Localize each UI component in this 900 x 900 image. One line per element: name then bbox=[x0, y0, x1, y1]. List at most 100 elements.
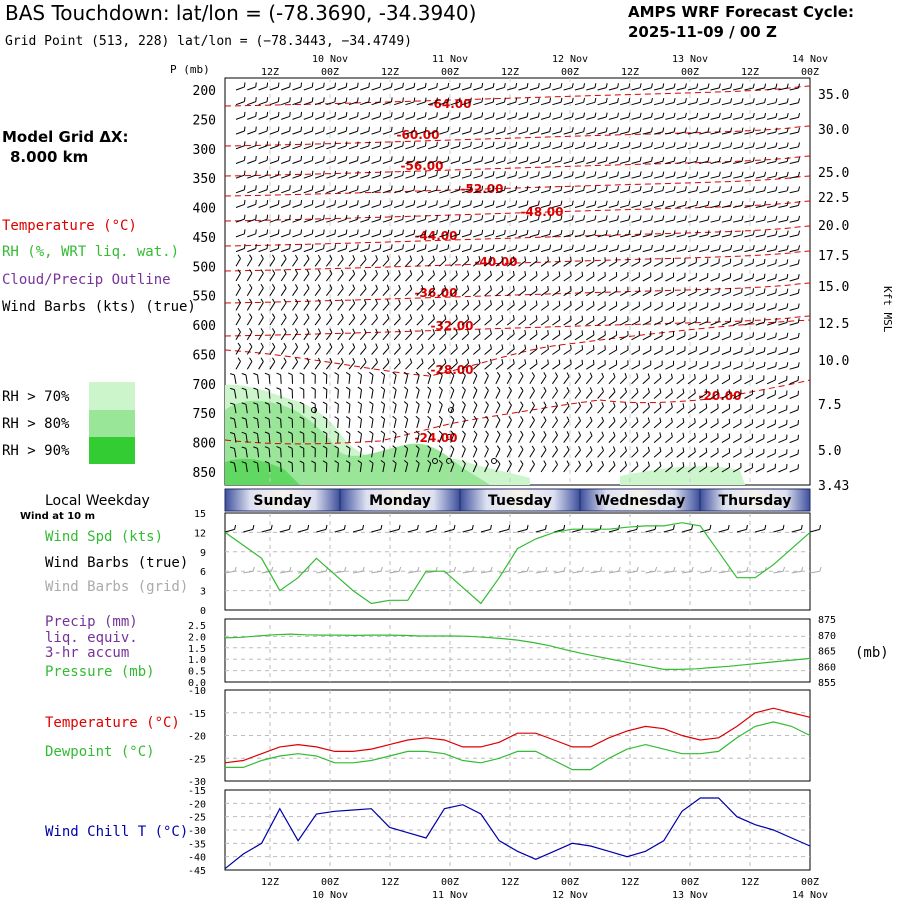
surface-barb-grid bbox=[334, 566, 347, 574]
wind-barb bbox=[357, 386, 362, 399]
wind-barb bbox=[280, 328, 287, 341]
wind-barb bbox=[405, 358, 413, 370]
wind-barb bbox=[789, 83, 801, 91]
wind-barb bbox=[540, 330, 549, 341]
wind-barb bbox=[461, 215, 472, 223]
wind-barb bbox=[778, 303, 789, 311]
wind-barb bbox=[789, 303, 800, 311]
wind-barb bbox=[699, 447, 708, 458]
wind-barb bbox=[699, 112, 710, 120]
wind-barb bbox=[269, 111, 280, 120]
height-tick-label: 30.0 bbox=[818, 123, 849, 138]
wind-barb bbox=[563, 330, 572, 341]
wind-barb bbox=[665, 83, 676, 91]
wind-barb bbox=[642, 257, 652, 267]
wind-barb bbox=[258, 97, 269, 106]
wind-barb bbox=[687, 258, 697, 267]
wind-barb bbox=[473, 200, 484, 208]
wind-barb bbox=[733, 215, 744, 223]
wind-barb bbox=[472, 285, 481, 297]
wind-barb bbox=[326, 170, 337, 179]
wind-barb bbox=[326, 328, 333, 341]
top-day-label: 10 Nov bbox=[312, 54, 348, 65]
wind-barb bbox=[311, 401, 316, 414]
wind-barb bbox=[699, 374, 708, 385]
bottom-day-label: 12 Nov bbox=[552, 890, 588, 900]
wind-barb bbox=[755, 215, 767, 223]
wind-barb bbox=[676, 447, 685, 458]
wind-barb bbox=[778, 230, 789, 238]
surface-barb-true bbox=[773, 524, 785, 533]
wind-barb bbox=[247, 97, 257, 106]
wind-barb bbox=[540, 315, 549, 326]
wind-barb bbox=[586, 301, 595, 311]
wind-barb bbox=[247, 170, 257, 179]
wind-barb bbox=[472, 358, 481, 370]
wind-barb bbox=[337, 214, 348, 223]
wind-barb bbox=[631, 186, 642, 194]
wind-barb bbox=[789, 201, 801, 208]
wind-barb bbox=[495, 329, 504, 341]
wind-barb bbox=[687, 127, 699, 135]
wind-barb bbox=[506, 270, 515, 282]
wind-barb bbox=[276, 416, 282, 428]
wind-barb bbox=[676, 316, 686, 326]
wind-barb bbox=[258, 254, 264, 267]
wind-barb bbox=[427, 299, 435, 311]
wind-barb bbox=[322, 386, 328, 399]
wind-barb bbox=[415, 430, 420, 443]
wind-barb bbox=[241, 417, 248, 428]
wind-barb bbox=[653, 345, 663, 355]
wind-barb bbox=[405, 229, 416, 238]
wind-barb bbox=[608, 200, 619, 208]
wind-barb bbox=[552, 185, 563, 194]
wind-barb bbox=[710, 258, 720, 267]
wind-barb bbox=[415, 401, 420, 414]
surface-barb-true bbox=[791, 524, 803, 533]
wind-barb bbox=[403, 445, 409, 458]
wind-barb bbox=[608, 83, 619, 91]
wind-barb bbox=[721, 433, 731, 444]
wind-barb bbox=[322, 372, 328, 384]
wind-barb bbox=[518, 141, 529, 150]
wind-barb bbox=[394, 141, 404, 150]
wind-barb bbox=[518, 329, 527, 341]
wind-barb bbox=[416, 141, 427, 150]
wind-barb bbox=[241, 461, 248, 473]
pressure-line bbox=[224, 633, 811, 671]
wind-barb bbox=[337, 170, 348, 179]
wind-barb bbox=[314, 185, 325, 194]
wind-barb bbox=[264, 372, 271, 384]
wind-barb bbox=[653, 446, 662, 458]
wind-chill-panel: -15-20-25-30-35-40-45 bbox=[188, 786, 811, 877]
wind-barb bbox=[540, 97, 552, 106]
wind-barb bbox=[371, 185, 382, 194]
wind-barb bbox=[360, 82, 370, 91]
wind-barb bbox=[665, 156, 676, 164]
wind-barb bbox=[608, 127, 619, 135]
wind-barb bbox=[246, 298, 253, 311]
wind-barb bbox=[687, 374, 696, 385]
wind-barb bbox=[281, 244, 291, 253]
wind-barb bbox=[314, 111, 325, 120]
wind-barb bbox=[311, 460, 316, 473]
wind-barb bbox=[280, 357, 287, 370]
wind-barb bbox=[235, 229, 246, 238]
wind-barb bbox=[371, 255, 378, 267]
wind-barb bbox=[665, 215, 676, 223]
wind-barb bbox=[653, 272, 663, 282]
wind-barb bbox=[348, 328, 356, 341]
wind-barb bbox=[303, 82, 314, 91]
wind-barb bbox=[461, 415, 466, 429]
wind-barb bbox=[653, 142, 665, 150]
wind-barb bbox=[235, 170, 246, 179]
surface-barb-grid bbox=[681, 566, 694, 574]
wind-barb bbox=[540, 200, 552, 208]
wind-barb bbox=[608, 345, 618, 355]
wind-barb bbox=[710, 83, 721, 91]
wind-barb bbox=[642, 331, 652, 341]
y-tick-label: 1.0 bbox=[188, 655, 206, 666]
wind-barb bbox=[721, 346, 732, 355]
wind-barb bbox=[439, 358, 447, 370]
